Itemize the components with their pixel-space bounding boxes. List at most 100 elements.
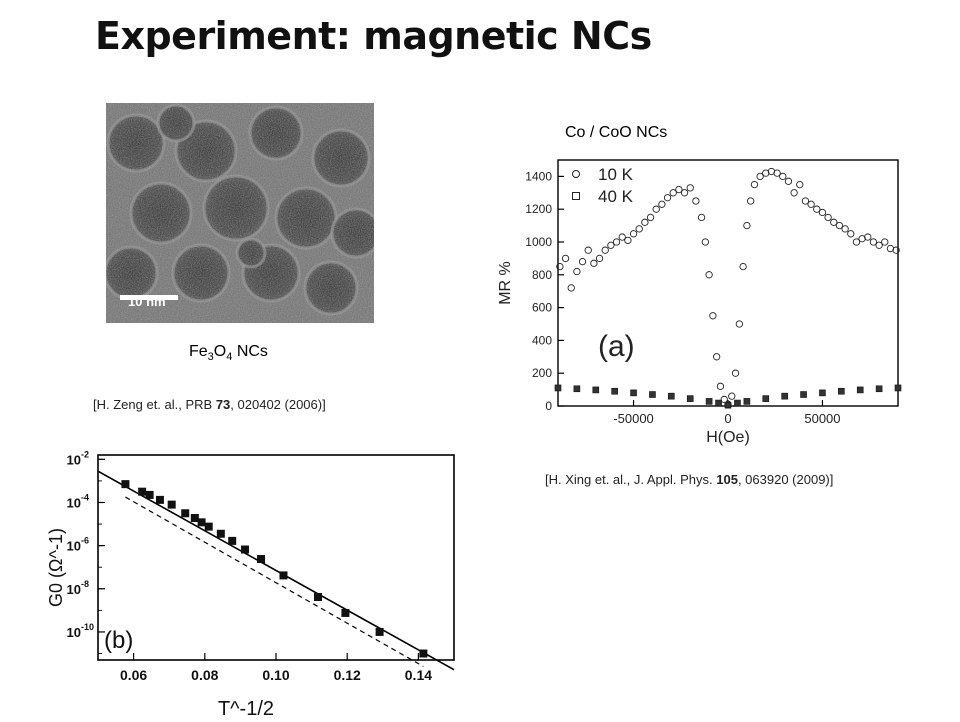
data-point-10k — [881, 238, 889, 246]
y-tick-label: 10 — [67, 452, 81, 467]
data-point-10k — [756, 172, 764, 181]
data-point-40k — [630, 389, 637, 397]
data-point — [190, 514, 199, 523]
y-tick-label: 10 — [67, 495, 81, 510]
y-tick-label: 800 — [532, 268, 552, 282]
data-point-10k — [669, 189, 677, 197]
y-tick-exponent: -2 — [81, 449, 89, 459]
data-point-10k — [847, 230, 855, 238]
data-point-10k — [790, 189, 798, 197]
data-point-10k — [561, 254, 570, 263]
data-point-10k — [720, 395, 728, 404]
data-point-10k — [852, 238, 861, 246]
y-tick-exponent: -6 — [81, 536, 89, 546]
data-point-10k — [779, 172, 787, 181]
data-point-10k — [567, 284, 575, 292]
data-point — [279, 571, 288, 580]
data-point-10k — [701, 238, 709, 246]
data-point-10k — [864, 233, 872, 241]
data-point-10k — [709, 312, 717, 320]
data-point-10k — [835, 221, 844, 230]
x-tick-label: 50000 — [804, 411, 840, 426]
data-point-10k — [728, 392, 736, 400]
data-point-10k — [773, 169, 781, 177]
data-point-10k — [556, 262, 564, 271]
mr-chart: 0 200 400 600 800 1000 1200 1400 -50000 0 50000 H(O… — [492, 148, 912, 453]
data-point — [228, 536, 237, 545]
data-point-10k — [841, 225, 849, 233]
data-point-10k — [724, 400, 732, 409]
y-tick-label: 10 — [67, 582, 81, 597]
caption-ncs: NCs — [232, 343, 268, 360]
data-point-10k — [830, 218, 838, 226]
y-tick-label: 1400 — [525, 169, 552, 183]
data-point-10k — [750, 180, 759, 189]
data-point-10k — [573, 267, 581, 276]
mr-chart-svg: 0 200 400 600 800 1000 1200 1400 -50000 0 50000 H(O… — [497, 159, 902, 446]
data-point-40k — [743, 398, 751, 405]
data-point — [257, 555, 266, 564]
panel-label-b: (b) — [104, 627, 133, 654]
tem-image: 10 nm — [106, 103, 374, 323]
y-tick-exponent: -8 — [81, 579, 89, 589]
data-point-40k — [734, 399, 741, 407]
caption-o: O — [213, 343, 227, 360]
data-point-10k — [735, 320, 743, 328]
data-point-10k — [892, 246, 900, 254]
mr-reference: [H. Xing et. al., J. Appl. Phys. 105, 06… — [545, 472, 833, 487]
tem-reference: [H. Zeng et. al., PRB 73, 020402 (2006)] — [93, 397, 326, 412]
y-axis-label: G0 (Ω^-1) — [48, 528, 66, 607]
fit-line-solid — [97, 470, 455, 671]
data-point — [216, 529, 225, 538]
data-point-10k — [807, 200, 815, 208]
data-point — [375, 627, 384, 636]
data-point-10k — [595, 254, 604, 263]
data-point-10k — [646, 213, 655, 222]
y-tick-label: 400 — [532, 333, 552, 347]
data-point-40k — [838, 387, 845, 395]
legend-marker-40k — [572, 192, 580, 200]
scale-bar: 10 nm — [120, 294, 178, 309]
data-point-10k — [607, 241, 615, 249]
x-tick-label: -50000 — [613, 411, 653, 426]
data-point-10k — [705, 271, 713, 279]
legend-label-10k: 10 K — [598, 165, 634, 184]
data-point-10k — [618, 233, 626, 241]
fit-line-dashed — [125, 496, 424, 667]
data-point-40k — [649, 391, 656, 398]
data-point-40k — [705, 398, 713, 405]
x-tick-label: 0.06 — [120, 667, 147, 683]
data-point-40k — [875, 385, 883, 393]
x-axis-label: H(Oe) — [706, 429, 750, 446]
tem-micrograph: 10 nm — [106, 103, 374, 323]
data-point-40k — [800, 391, 807, 398]
y-tick-label: 0 — [545, 399, 552, 413]
y-tick-label: 1200 — [525, 202, 552, 216]
ref-volume: 105 — [716, 472, 738, 487]
data-point-40k — [894, 384, 902, 392]
conductance-chart: 10 -2 10 -4 10 -6 10 -8 10 -10 0.06 0.08 0.10 0.12 0.1… — [46, 445, 468, 722]
data-point-10k — [624, 236, 632, 245]
x-tick-label: 0.12 — [334, 667, 361, 683]
data-point-10k — [652, 205, 660, 213]
data-point — [155, 495, 164, 504]
mr-caption: Co / CoO NCs — [565, 124, 668, 141]
data-point-10k — [824, 213, 832, 222]
y-tick-label: 200 — [532, 366, 552, 380]
data-point-40k — [573, 385, 581, 393]
data-point-40k — [554, 384, 562, 392]
data-point — [145, 490, 154, 499]
data-point-10k — [743, 221, 751, 230]
data-point — [121, 480, 130, 489]
data-point-40k — [856, 386, 864, 394]
data-point-10k — [601, 246, 609, 254]
data-point-10k — [796, 180, 804, 189]
data-point — [241, 545, 250, 554]
data-point-10k — [658, 200, 666, 208]
ref-prefix: [H. Xing et. al., J. Appl. Phys. — [545, 472, 717, 487]
data-point-40k — [686, 395, 694, 402]
data-point — [167, 500, 176, 509]
conductance-chart-svg: 10-210-410-610-810 -100.06 0.08 0.10 0.12 0.1… — [46, 449, 455, 720]
y-tick-label: 10 — [67, 539, 81, 554]
data-point-10k — [747, 197, 755, 205]
